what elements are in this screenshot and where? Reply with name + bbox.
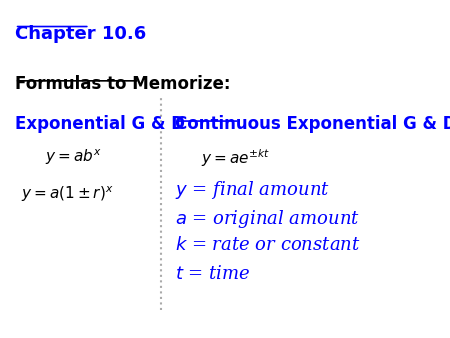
Text: $a$ = original amount: $a$ = original amount: [175, 208, 360, 230]
Text: $y = ae^{\pm kt}$: $y = ae^{\pm kt}$: [201, 147, 270, 169]
Text: $t$ = time: $t$ = time: [175, 265, 250, 283]
Text: Chapter 10.6: Chapter 10.6: [15, 25, 146, 43]
Text: Formulas to Memorize:: Formulas to Memorize:: [15, 75, 230, 93]
Text: Continuous Exponential G & D: Continuous Exponential G & D: [175, 115, 450, 134]
Text: $y$ = final amount: $y$ = final amount: [175, 179, 329, 201]
Text: Exponential G & D: Exponential G & D: [15, 115, 184, 134]
Text: $y = a(1 \pm r)^x$: $y = a(1 \pm r)^x$: [22, 184, 114, 204]
Text: $y = ab^x$: $y = ab^x$: [45, 147, 101, 167]
Text: $k$ = rate or constant: $k$ = rate or constant: [175, 236, 360, 254]
